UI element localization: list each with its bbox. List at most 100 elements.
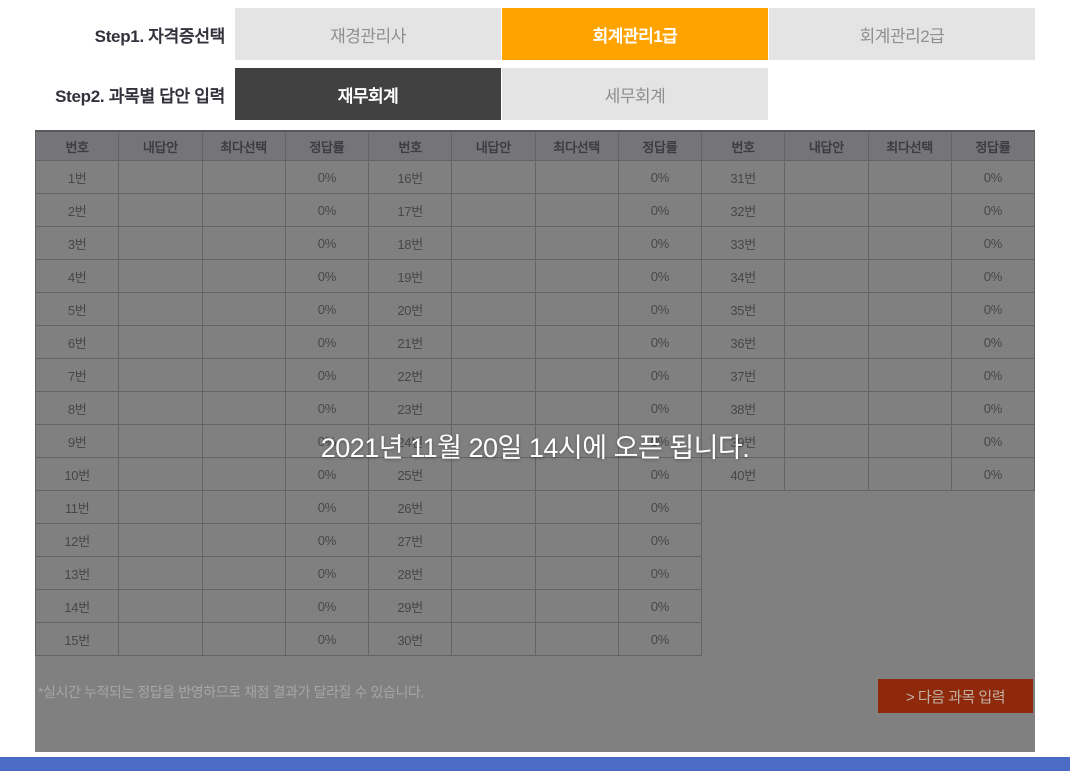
my-answer-cell[interactable] (118, 193, 203, 227)
top-pick-cell (534, 622, 619, 656)
my-answer-cell[interactable] (118, 259, 203, 293)
top-pick-cell (534, 160, 619, 194)
row-number-cell: 31번 (700, 160, 786, 194)
my-answer-cell[interactable] (118, 523, 203, 557)
row-number-cell: 3번 (34, 226, 120, 260)
my-answer-cell[interactable] (118, 457, 203, 491)
my-answer-cell[interactable] (451, 259, 536, 293)
my-answer-cell[interactable] (118, 226, 203, 260)
cert-tab-1[interactable]: 재경관리사 (235, 8, 501, 60)
my-answer-cell[interactable] (451, 160, 536, 194)
my-answer-cell[interactable] (118, 622, 203, 656)
table-row: 34번 0% (700, 259, 1036, 293)
top-pick-cell (867, 391, 952, 425)
row-number-cell: 1번 (34, 160, 120, 194)
row-number-cell: 20번 (367, 292, 453, 326)
my-answer-cell[interactable] (451, 490, 536, 524)
my-answer-cell[interactable] (118, 391, 203, 425)
my-answer-cell[interactable] (451, 358, 536, 392)
row-number-cell: 23번 (367, 391, 453, 425)
my-answer-cell[interactable] (451, 457, 536, 491)
my-answer-cell[interactable] (784, 292, 869, 326)
my-answer-cell[interactable] (784, 259, 869, 293)
row-number-cell: 25번 (367, 457, 453, 491)
rate-cell: 0% (950, 226, 1036, 260)
top-pick-cell (201, 259, 286, 293)
my-answer-cell[interactable] (451, 193, 536, 227)
table-row: 22번 0% (367, 358, 703, 392)
table-row: 16번 0% (367, 160, 703, 194)
my-answer-cell[interactable] (118, 160, 203, 194)
top-pick-cell (201, 358, 286, 392)
table-row: 17번 0% (367, 193, 703, 227)
table-row: 35번 0% (700, 292, 1036, 326)
top-pick-cell (867, 457, 952, 491)
my-answer-cell[interactable] (784, 391, 869, 425)
table-row: 13번 0% (34, 556, 370, 590)
top-pick-cell (201, 292, 286, 326)
my-answer-cell[interactable] (784, 358, 869, 392)
my-answer-cell[interactable] (118, 589, 203, 623)
top-pick-cell (867, 160, 952, 194)
table-row: 19번 0% (367, 259, 703, 293)
row-number-cell: 38번 (700, 391, 786, 425)
col-header-rate: 정답률 (284, 130, 370, 161)
my-answer-cell[interactable] (118, 424, 203, 458)
my-answer-cell[interactable] (451, 589, 536, 623)
my-answer-cell[interactable] (784, 193, 869, 227)
col-header-top: 최다선택 (867, 130, 952, 161)
top-pick-cell (534, 325, 619, 359)
table-row: 40번 0% (700, 457, 1036, 491)
top-pick-cell (201, 457, 286, 491)
my-answer-cell[interactable] (451, 226, 536, 260)
my-answer-cell[interactable] (784, 457, 869, 491)
col-header-top: 최다선택 (201, 130, 286, 161)
my-answer-cell[interactable] (784, 160, 869, 194)
header-row: 번호 내답안 최다선택 정답률 (34, 130, 370, 161)
row-number-cell: 21번 (367, 325, 453, 359)
table-row: 10번 0% (34, 457, 370, 491)
rate-cell: 0% (617, 490, 703, 524)
my-answer-cell[interactable] (451, 391, 536, 425)
subject-tab-2[interactable]: 세무회계 (502, 68, 768, 120)
top-pick-cell (867, 358, 952, 392)
rate-cell: 0% (617, 160, 703, 194)
row-number-cell: 34번 (700, 259, 786, 293)
my-answer-cell[interactable] (118, 358, 203, 392)
table-row: 28번 0% (367, 556, 703, 590)
table-row: 2번 0% (34, 193, 370, 227)
table-row: 5번 0% (34, 292, 370, 326)
row-number-cell: 26번 (367, 490, 453, 524)
table-row: 32번 0% (700, 193, 1036, 227)
cert-tab-2[interactable]: 회계관리1급 (502, 8, 768, 60)
table-row: 24번 0% (367, 424, 703, 458)
subject-tab-1[interactable]: 재무회계 (235, 68, 501, 120)
my-answer-cell[interactable] (118, 325, 203, 359)
my-answer-cell[interactable] (451, 292, 536, 326)
my-answer-cell[interactable] (118, 490, 203, 524)
my-answer-cell[interactable] (451, 325, 536, 359)
rate-cell: 0% (284, 523, 370, 557)
my-answer-cell[interactable] (784, 325, 869, 359)
my-answer-cell[interactable] (784, 226, 869, 260)
top-pick-cell (867, 259, 952, 293)
rate-cell: 0% (617, 589, 703, 623)
table-row: 30번 0% (367, 622, 703, 656)
my-answer-cell[interactable] (118, 292, 203, 326)
row-number-cell: 33번 (700, 226, 786, 260)
my-answer-cell[interactable] (451, 556, 536, 590)
table-row: 36번 0% (700, 325, 1036, 359)
my-answer-cell[interactable] (451, 622, 536, 656)
top-pick-cell (534, 292, 619, 326)
my-answer-cell[interactable] (451, 523, 536, 557)
answer-table-group-1: 번호 내답안 최다선택 정답률 1번 0% 2번 0% 3번 0% 4번 0% 5번 0% 6번 0% 7번 0%… (34, 130, 370, 656)
col-header-my: 내답안 (784, 130, 869, 161)
cert-tab-3[interactable]: 회계관리2급 (769, 8, 1035, 60)
rate-cell: 0% (617, 259, 703, 293)
table-row: 18번 0% (367, 226, 703, 260)
table-row: 27번 0% (367, 523, 703, 557)
rate-cell: 0% (950, 292, 1036, 326)
next-subject-button[interactable]: > 다음 과목 입력 (878, 679, 1033, 713)
row-number-cell: 11번 (34, 490, 120, 524)
my-answer-cell[interactable] (118, 556, 203, 590)
